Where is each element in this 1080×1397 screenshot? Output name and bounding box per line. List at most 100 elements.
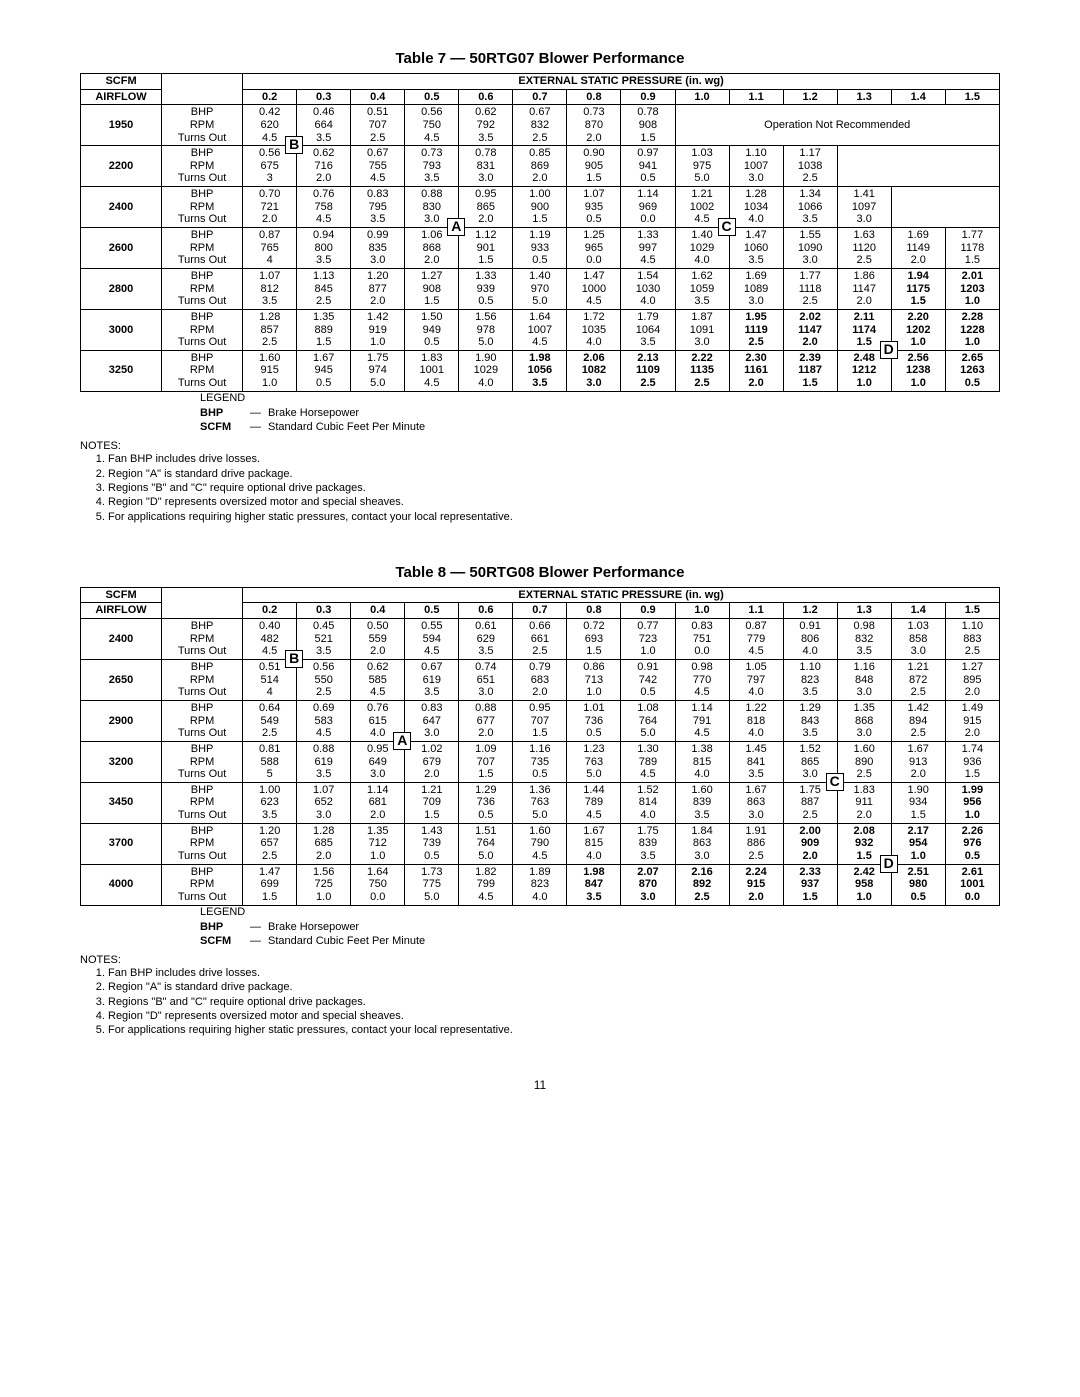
data-cell: 1.428942.5 [891, 700, 945, 741]
data-cell: 2.089321.5D [837, 823, 891, 864]
metric-labels: BHPRPMTurns Out [162, 309, 243, 350]
data-cell: 1.297360.5 [459, 782, 513, 823]
data-cell: 2.2812281.0 [945, 309, 999, 350]
data-cell: 1.009001.5 [513, 187, 567, 228]
data-cell: 1.678154.0 [567, 823, 621, 864]
data-cell: 2.1111741.5D [837, 309, 891, 350]
data-cell: 1.476991.5 [243, 864, 297, 905]
airflow-value: 4000 [81, 864, 162, 905]
region-marker-b: B [285, 136, 303, 154]
data-cell: 0.625854.5 [351, 660, 405, 701]
note-item: Fan BHP includes drive losses. [108, 452, 1000, 466]
data-cell: 1.609151.0 [243, 350, 297, 391]
data-cell: 0.426204.5B [243, 105, 297, 146]
data-cell: 1.918862.5 [729, 823, 783, 864]
data-cell: 1.006233.5 [243, 782, 297, 823]
data-cell: 1.218722.5 [891, 660, 945, 701]
data-cell: 1.108233.5 [783, 660, 837, 701]
data-cell: 1.097071.5 [459, 741, 513, 782]
data-cell: 1.1010073.0 [729, 146, 783, 187]
data-cell: 1.909341.5 [891, 782, 945, 823]
note-item: Regions "B" and "C" require optional dri… [108, 481, 1000, 495]
data-cell: 1.206572.5 [243, 823, 297, 864]
data-cell: 2.249152.0 [729, 864, 783, 905]
airflow-value: 2600 [81, 228, 162, 269]
pressure-header: 1.2 [783, 89, 837, 105]
pressure-header: 0.6 [459, 89, 513, 105]
data-cell: 1.278952.0 [945, 660, 999, 701]
data-cell: 0.616293.5 [459, 619, 513, 660]
note-item: For applications requiring higher static… [108, 1023, 1000, 1037]
data-cell: 1.7711781.5 [945, 228, 999, 269]
pressure-header: 0.5 [405, 603, 459, 619]
data-cell: 1.759745.0 [351, 350, 405, 391]
data-cell: 0.777231.0 [621, 619, 675, 660]
data-cell: 0.796832.0 [513, 660, 567, 701]
pressure-header: 0.8 [567, 603, 621, 619]
data-cell: 0.627162.0 [297, 146, 351, 187]
data-cell: 0.517072.5 [351, 105, 405, 146]
data-cell: 0.837953.5 [351, 187, 405, 228]
metric-labels: BHPRPMTurns Out [162, 105, 243, 146]
data-cell: 0.877654 [243, 228, 297, 269]
airflow-header: AIRFLOW [81, 89, 162, 105]
note-item: Region "D" represents oversized motor an… [108, 1009, 1000, 1023]
data-cell: 1.167350.5 [513, 741, 567, 782]
legend-title-1: LEGEND [200, 392, 1000, 404]
data-cell: 1.8310014.5 [405, 350, 459, 391]
note-item: For applications requiring higher static… [108, 510, 1000, 524]
data-cell: 0.837510.0 [675, 619, 729, 660]
data-cell: 0.877794.5 [729, 619, 783, 660]
data-cell: 0.466643.5 [297, 105, 351, 146]
data-cell: 1.517645.0 [459, 823, 513, 864]
data-cell: 1.898234.0 [513, 864, 567, 905]
data-cell: 0.726931.5 [567, 619, 621, 660]
data-cell: 0.695834.5 [297, 700, 351, 741]
data-cell: 1.026792.0 [405, 741, 459, 782]
pressure-header: 1.0 [675, 89, 729, 105]
data-cell: 0.886193.5 [297, 741, 351, 782]
esp-header: EXTERNAL STATIC PRESSURE (in. wg) [243, 74, 1000, 90]
pressure-header: 1.4 [891, 603, 945, 619]
data-cell: 0.836473.0 [405, 700, 459, 741]
data-cell: 0.886772.0 [459, 700, 513, 741]
data-cell: 0.909051.5 [567, 146, 621, 187]
metric-labels: BHPRPMTurns Out [162, 741, 243, 782]
empty-cell [837, 146, 999, 187]
data-cell: 1.509490.5 [405, 309, 459, 350]
data-cell: 1.758393.5 [621, 823, 675, 864]
legend-2: BHP—Brake HorsepowerSCFM—Standard Cubic … [200, 920, 1000, 949]
pressure-header: 1.1 [729, 89, 783, 105]
data-cell: 1.607904.5 [513, 823, 567, 864]
data-cell: 1.4710603.5 [729, 228, 783, 269]
pressure-header: 0.9 [621, 603, 675, 619]
metric-labels: BHPRPMTurns Out [162, 700, 243, 741]
data-cell: 1.228184.0 [729, 700, 783, 741]
airflow-value: 3000 [81, 309, 162, 350]
pressure-header: 0.7 [513, 603, 567, 619]
metric-labels: BHPRPMTurns Out [162, 228, 243, 269]
data-cell: 1.678633.0 [729, 782, 783, 823]
pressure-header: 1.2 [783, 603, 837, 619]
data-cell: 1.339390.5 [459, 268, 513, 309]
data-cell: 1.286852.0 [297, 823, 351, 864]
metric-labels: BHPRPMTurns Out [162, 864, 243, 905]
pressure-header: 0.2 [243, 603, 297, 619]
pressure-header: 1.0 [675, 603, 729, 619]
data-cell: 0.957071.5 [513, 700, 567, 741]
metric-labels: BHPRPMTurns Out [162, 782, 243, 823]
pressure-header: 1.4 [891, 89, 945, 105]
notes-1: NOTES: Fan BHP includes drive losses. Reg… [80, 440, 1000, 523]
data-cell: 1.6210593.5 [675, 268, 729, 309]
empty-cell [891, 187, 999, 228]
data-cell: 1.5410304.0 [621, 268, 675, 309]
notes-head: NOTES: [80, 440, 1000, 452]
pressure-header: 0.9 [621, 89, 675, 105]
data-cell: 1.017360.5 [567, 700, 621, 741]
data-cell: 2.0211472.0 [783, 309, 837, 350]
pressure-header: 1.3 [837, 89, 891, 105]
scfm-header: SCFM [81, 74, 162, 90]
data-cell: 1.499152.0 [945, 700, 999, 741]
data-cell: 0.948003.5 [297, 228, 351, 269]
airflow-value: 3250 [81, 350, 162, 391]
